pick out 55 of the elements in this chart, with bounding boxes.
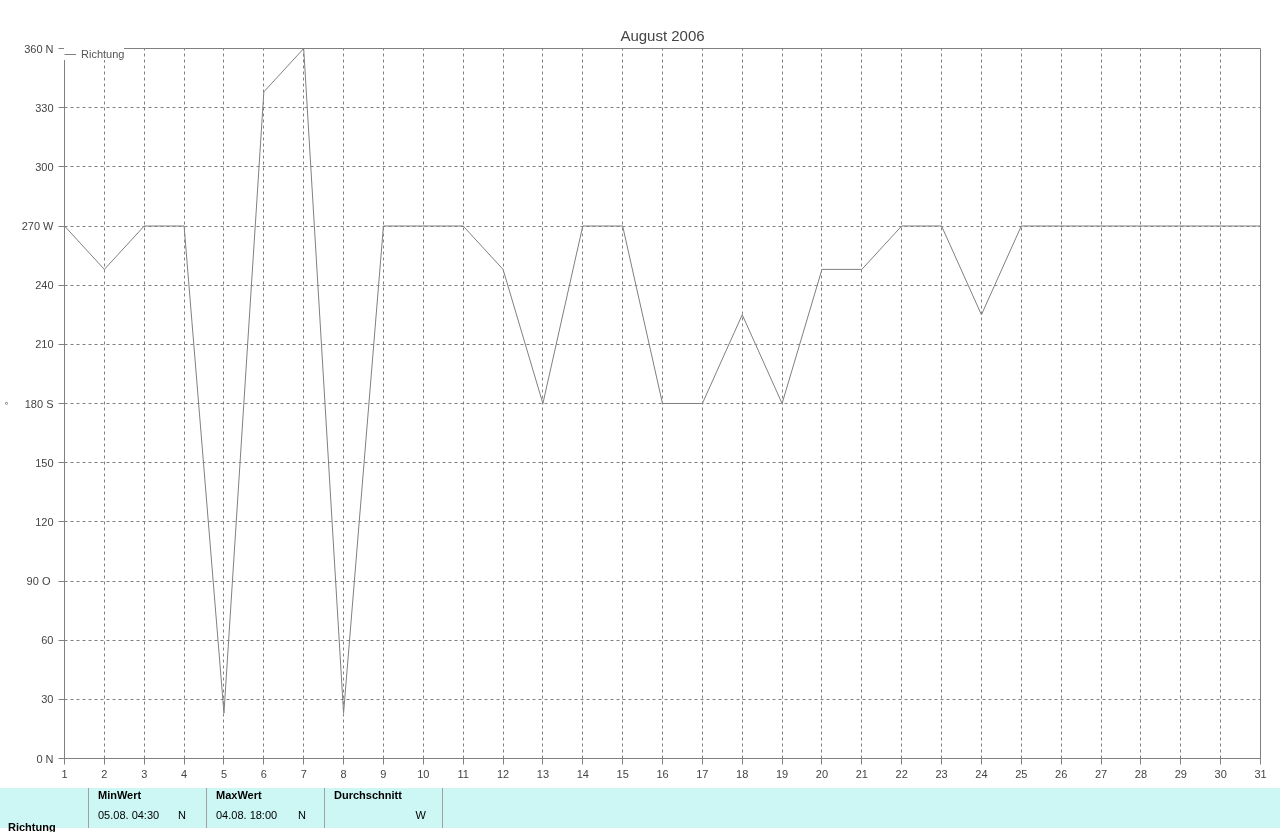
x-tick-label: 8 [340,767,347,780]
text: MinWert [98,788,142,803]
x-tick-label: 25 [1015,767,1028,780]
x-tick-label: 5 [220,767,228,780]
y-tick-label: 240 [35,279,54,292]
text: 05.08. 04:30 [98,808,160,823]
x-tick-label: 22 [895,767,908,780]
y-tick-label: 180 S [24,397,54,410]
text: N [178,809,186,821]
x-tick-label: 29 [1174,767,1187,780]
x-tick-label: 19 [775,767,789,780]
x-tick-label: 3 [141,767,148,780]
y-tick-label: 300 [35,160,54,173]
y-axis-title: ° [3,401,14,406]
x-tick-label: 15 [616,767,629,780]
x-tick-label: 13 [536,767,550,780]
x-tick-label: 21 [855,767,868,780]
x-tick-label: 1 [61,767,68,780]
x-tick-label: 27 [1094,767,1108,780]
x-tick-label: 23 [935,767,948,780]
y-tick-label: 30 [41,693,54,706]
x-tick-label: 12 [496,767,510,780]
y-tick-label: 150 [35,456,54,469]
x-tick-label: 24 [975,767,988,780]
text: W [414,808,426,823]
chart-title: August 2006 [620,26,705,44]
x-tick-label: 30 [1214,767,1227,780]
x-tick-label: 10 [417,767,430,780]
y-tick-label: 210 [35,338,54,351]
x-tick-label: 4 [181,767,188,780]
x-tick-label: 2 [101,767,108,780]
y-tick-label: 330 [35,101,54,114]
x-tick-label: 26 [1055,767,1068,780]
legend-label: Richtung [81,48,125,60]
x-tick-label: 9 [380,767,387,780]
y-tick-label: 90 O [26,575,51,587]
x-tick-label: 7 [300,767,307,780]
x-tick-label: 6 [260,767,267,780]
y-tick-label: 120 [35,515,54,528]
x-tick-label: 28 [1134,767,1148,780]
x-tick-label: 11 [457,767,469,780]
x-tick-label: 20 [815,767,829,780]
text: Durchschnitt [334,788,402,803]
x-tick-label: 31 [1254,767,1267,780]
x-tick-label: 17 [696,767,709,780]
x-tick-label: 16 [656,767,669,780]
y-tick-label: 60 [41,634,54,647]
y-tick-label: 360 N [24,42,54,55]
text: MaxWert [216,788,262,803]
text: 04.08. 18:00 [216,808,278,823]
x-tick-label: 18 [736,767,749,780]
y-tick-label: 270 W [21,220,55,232]
x-tick-label: 14 [576,767,589,780]
text: N [298,809,306,821]
y-tick-label: 0 N [36,752,54,765]
